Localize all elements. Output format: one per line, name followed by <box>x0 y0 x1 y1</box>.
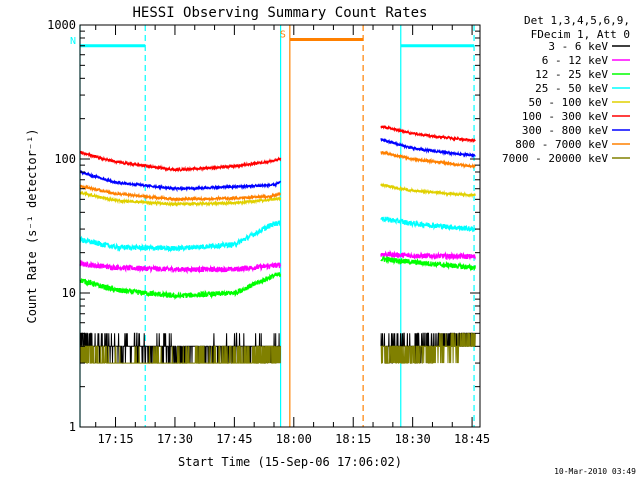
y-tick-label-2: 100 <box>54 152 76 166</box>
series-line-4-segment-1 <box>380 182 476 199</box>
series-line-4-segment-0 <box>79 190 282 208</box>
x-tick-label-4: 18:15 <box>335 432 371 446</box>
x-tick-label-0: 17:15 <box>97 432 133 446</box>
series-line-8-segment-0 <box>79 345 281 364</box>
series-line-2-segment-1 <box>380 255 476 272</box>
x-tick-label-3: 18:00 <box>276 432 312 446</box>
legend-label-6: 300 - 800 keV <box>522 124 608 137</box>
series-line-6-segment-0 <box>79 169 282 193</box>
plot-frame <box>79 24 481 428</box>
series-line-2-segment-0 <box>79 272 282 301</box>
marker-label-0: N <box>70 36 76 47</box>
legend-label-5: 100 - 300 keV <box>522 110 608 123</box>
legend-label-3: 25 - 50 keV <box>535 82 608 95</box>
legend-header-1: FDecim 1, Att 0 <box>531 28 630 41</box>
legend-label-0: 3 - 6 keV <box>548 40 608 53</box>
x-tick-label-5: 18:30 <box>395 432 431 446</box>
axes: 1 10 100 1000 17:15 17:30 17:45 18:00 18:15 18:30… <box>47 18 490 446</box>
plot-area: NS <box>70 25 476 427</box>
marker-label-1: S <box>280 29 286 40</box>
y-axis-label: Count Rate (s⁻¹ detector⁻¹) <box>25 128 39 323</box>
y-tick-label-1: 10 <box>62 286 76 300</box>
x-tick-label-1: 17:30 <box>157 432 193 446</box>
series-line-7-segment-0 <box>79 184 282 203</box>
y-tick-label-0: 1 <box>69 420 76 434</box>
legend-label-8: 7000 - 20000 keV <box>502 152 608 165</box>
series-line-5-segment-0 <box>79 150 282 173</box>
legend-label-1: 6 - 12 keV <box>542 54 609 67</box>
series-line-5-segment-1 <box>380 125 476 144</box>
legend: Det 1,3,4,5,6,9,FDecim 1, Att 03 - 6 keV… <box>502 14 630 165</box>
series-line-1-segment-0 <box>79 259 282 275</box>
x-axis-label: Start Time (15-Sep-06 17:06:02) <box>178 455 402 469</box>
timestamp: 10-Mar-2010 03:49 <box>554 467 636 476</box>
series-line-6-segment-1 <box>380 137 476 159</box>
x-tick-label-6: 18:45 <box>454 432 490 446</box>
series-line-1-segment-1 <box>380 249 476 261</box>
legend-label-2: 12 - 25 keV <box>535 68 608 81</box>
legend-label-4: 50 - 100 keV <box>529 96 609 109</box>
chart-title: HESSI Observing Summary Count Rates <box>132 5 427 21</box>
series-line-3-segment-1 <box>380 216 476 233</box>
series-line-8-segment-1 <box>380 332 476 364</box>
y-tick-label-3: 1000 <box>47 18 76 32</box>
series-line-7-segment-1 <box>380 150 476 170</box>
series-line-3-segment-0 <box>79 220 281 253</box>
x-tick-label-2: 17:45 <box>216 432 252 446</box>
legend-header-0: Det 1,3,4,5,6,9, <box>524 14 630 27</box>
legend-label-7: 800 - 7000 keV <box>515 138 608 151</box>
